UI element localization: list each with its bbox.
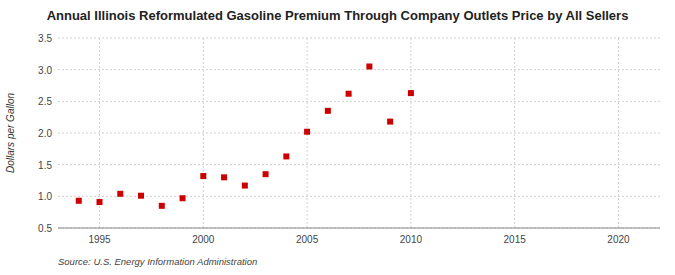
y-tick-label: 2.0 <box>38 128 52 139</box>
x-grid-line <box>203 38 204 228</box>
x-tick-label: 2010 <box>400 234 423 245</box>
point <box>200 173 206 179</box>
y-grid-line <box>58 133 660 134</box>
point <box>242 183 248 189</box>
point <box>263 171 269 177</box>
chart-svg: Annual Illinois Reformulated Gasoline Pr… <box>0 0 675 275</box>
point <box>387 119 393 125</box>
point <box>97 199 103 205</box>
points <box>76 64 414 209</box>
point <box>304 129 310 135</box>
x-tick-label: 2015 <box>504 234 527 245</box>
y-tick-label: 3.0 <box>38 65 52 76</box>
y-tick-label: 0.5 <box>38 223 52 234</box>
y-grid-line <box>58 69 660 70</box>
y-tick-label: 2.5 <box>38 96 52 107</box>
y-grid-line <box>58 196 660 197</box>
x-axis-line <box>58 228 660 229</box>
point <box>138 193 144 199</box>
point <box>408 90 414 96</box>
y-grid-line <box>58 38 660 39</box>
point <box>366 64 372 70</box>
point <box>346 91 352 97</box>
x-tick-label: 2000 <box>192 234 215 245</box>
x-tick-label: 2005 <box>296 234 319 245</box>
chart-container: Annual Illinois Reformulated Gasoline Pr… <box>0 0 675 275</box>
title: Annual Illinois Reformulated Gasoline Pr… <box>47 8 629 23</box>
point <box>117 191 123 197</box>
point <box>221 174 227 180</box>
y-grid-line <box>58 101 660 102</box>
point <box>180 195 186 201</box>
y-tick-label: 3.5 <box>38 33 52 44</box>
point <box>325 108 331 114</box>
y-grid-line <box>58 164 660 165</box>
y-tick-label: 1.0 <box>38 191 52 202</box>
y-grid-line <box>58 228 660 229</box>
x-grid-line <box>514 38 515 228</box>
grid <box>58 38 660 228</box>
x-tick-label: 2020 <box>607 234 630 245</box>
x-grid-line <box>618 38 619 228</box>
point <box>159 203 165 209</box>
x-grid-line <box>410 38 411 228</box>
point <box>283 153 289 159</box>
x-tick-label: 1995 <box>88 234 111 245</box>
point <box>76 198 82 204</box>
y-tick-label: 1.5 <box>38 160 52 171</box>
source: Source: U.S. Energy Information Administ… <box>58 256 257 267</box>
y-axis-label: Dollars per Gallon <box>5 93 16 173</box>
